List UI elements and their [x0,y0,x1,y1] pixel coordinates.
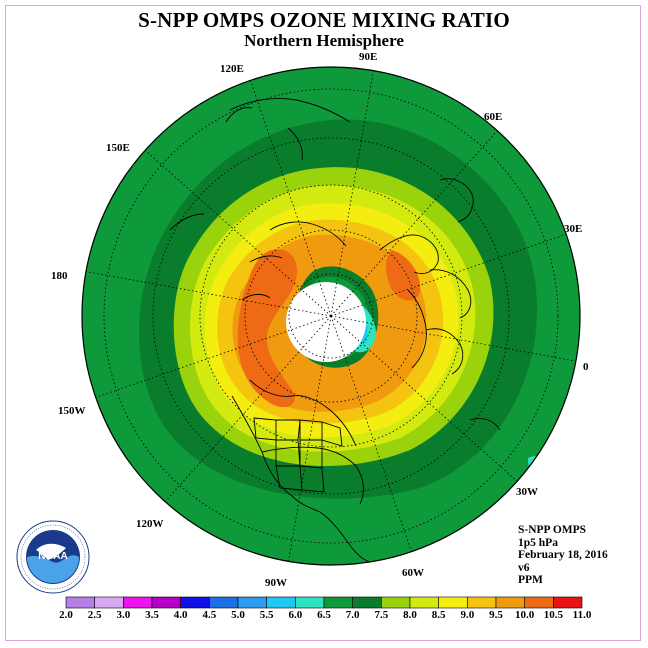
lon-label-90W: 90W [265,577,287,589]
lon-label-150W: 150W [58,405,86,417]
polar-night-no-data [286,282,366,362]
lon-label-150E: 150E [106,142,130,154]
lon-label-0: 0 [583,361,589,373]
lon-label-30W: 30W [516,486,538,498]
lon-label-120E: 120E [220,63,244,75]
lon-label-180: 180 [51,270,68,282]
page-title: S-NPP OMPS OZONE MIXING RATIO [138,8,510,32]
info-instrument: S-NPP OMPS [518,524,587,536]
coastlines [169,98,501,563]
info-version: v6 [518,561,530,574]
lon-label-60E: 60E [484,111,502,123]
info-block: S-NPP OMPS 1p5 hPa February 18, 2016 v6 … [518,524,608,587]
info-pressure-level: 1p5 hPa [518,536,558,549]
field-10.0-west [237,249,297,408]
lon-label-30E: 30E [564,223,582,235]
figure-frame [5,5,641,641]
lon-label-60W: 60W [402,567,424,579]
lon-label-90E: 90E [359,51,377,63]
page-subtitle: Northern Hemisphere [244,31,404,50]
noaa-logo: NOAA [16,520,90,594]
longitude-labels: 90E 60E 30E 0 30W 60W 90W 120W 150W 180 … [51,51,589,589]
map-boundary [81,66,581,566]
lon-label-120W: 120W [136,518,164,530]
info-units: PPM [518,574,543,587]
info-date: February 18, 2016 [518,549,608,562]
logo-text: NOAA [38,551,67,562]
graticule [82,67,580,565]
